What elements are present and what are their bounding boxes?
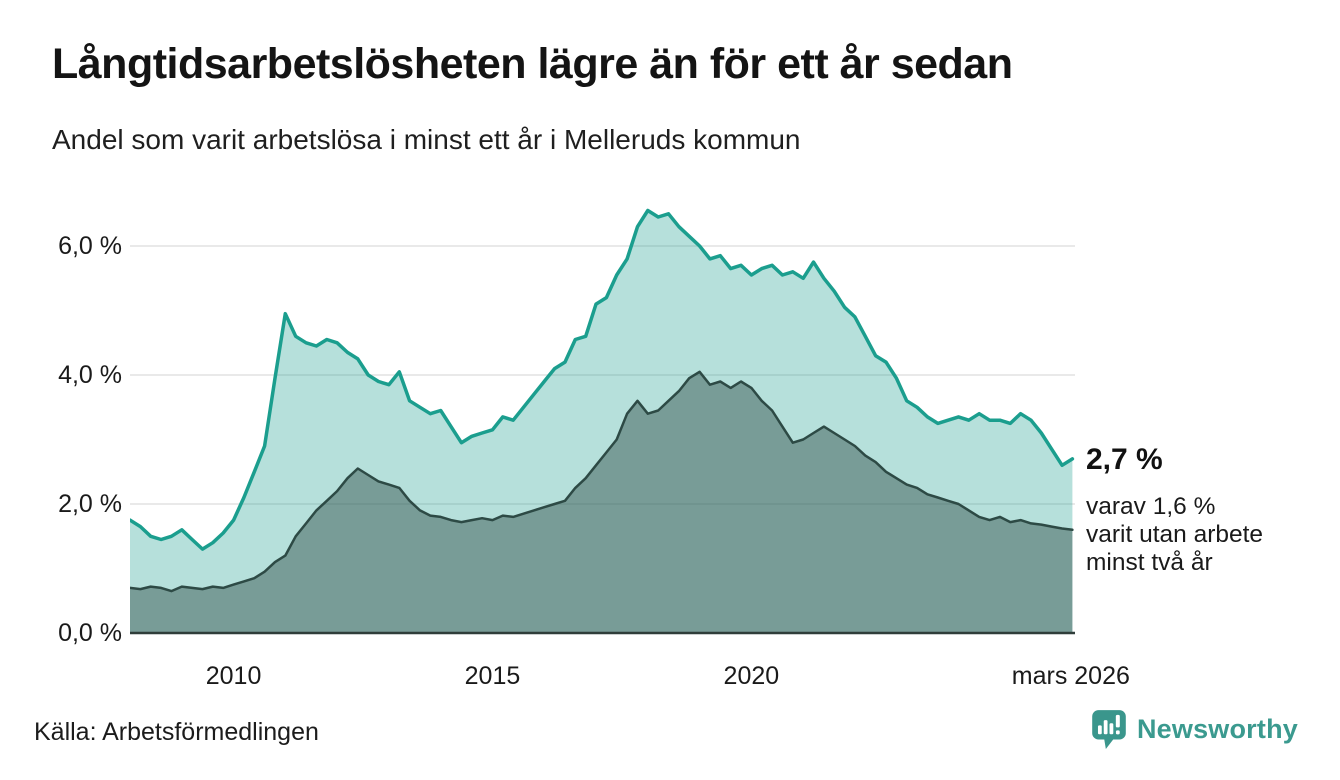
end-value-annotation: 2,7 % varav 1,6 % varit utan arbete mins… [1086,443,1326,577]
y-tick-label: 6,0 % [58,232,122,260]
y-tick-label: 4,0 % [58,361,122,389]
page-title: Långtidsarbetslösheten lägre än för ett … [52,40,1013,88]
annotation-detail-line: varav 1,6 % [1086,493,1216,520]
x-tick-label: 2010 [205,662,262,690]
annotation-detail-line: varit utan arbete [1086,521,1264,548]
newsworthy-wordmark: Newsworthy [1136,713,1298,744]
source-credit: Källa: Arbetsförmedlingen [34,718,319,746]
series-area-1 [130,371,1073,633]
annotation-detail-line: minst två år [1086,549,1213,576]
series-line-0 [130,208,1075,551]
series-line-1 [130,370,1074,593]
chart-plot-area [130,208,1075,635]
series-area-0 [130,210,1073,633]
x-tick-label: mars 2026 [1011,662,1130,690]
y-tick-label: 0,0 % [58,619,122,647]
x-tick-label: 2020 [723,662,780,690]
page-subtitle: Andel som varit arbetslösa i minst ett å… [52,124,801,155]
x-tick-label: 2015 [464,662,521,690]
newsworthy-logo-icon [1092,710,1126,749]
annotation-detail: varav 1,6 % varit utan arbete minst två … [1086,493,1326,577]
latest-value-label: 2,7 % [1086,443,1163,476]
y-tick-label: 2,0 % [58,490,122,518]
newsworthy-brand: Newsworthy [1090,708,1298,750]
